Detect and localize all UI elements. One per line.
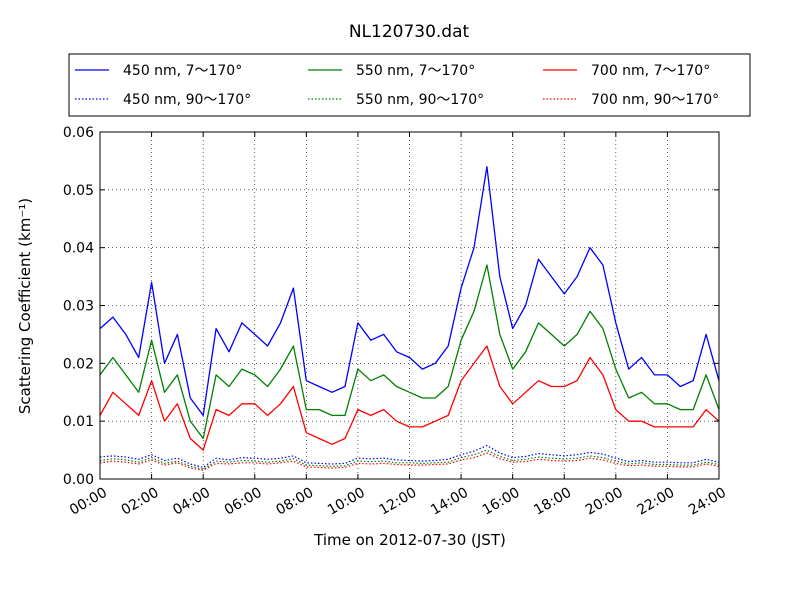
legend-label-2: 550 nm, 7～170° — [356, 63, 475, 79]
series-line-1 — [99, 166, 720, 417]
y-tick-label: 0.05 — [63, 183, 94, 199]
y-axis-label: Scattering Coefficient (km⁻¹) — [16, 198, 34, 414]
legend-label-6: 700 nm, 90～170° — [591, 92, 719, 108]
chart-title: NL120730.dat — [349, 22, 470, 42]
y-tick-label: 0.00 — [63, 472, 94, 488]
y-tick-label: 0.01 — [63, 414, 94, 430]
series-layer — [99, 166, 720, 471]
series-line-3 — [99, 345, 720, 451]
y-tick-label: 0.03 — [63, 299, 94, 315]
series-line-2 — [99, 264, 720, 440]
legend-label-5: 550 nm, 90～170° — [356, 92, 484, 108]
series-line-5 — [99, 449, 720, 470]
x-axis-label: Time on 2012-07-30 (JST) — [313, 531, 506, 549]
y-tick-label: 0.02 — [63, 356, 94, 372]
series-line-4 — [99, 444, 720, 468]
legend-items: 450 nm, 7～170° 550 nm, 7～170° 700 nm, 7～17… — [75, 63, 719, 108]
y-tick-label: 0.06 — [63, 125, 94, 141]
legend-frame — [68, 53, 751, 117]
plot-area: 00:00 02:00 04:00 06:00 08:00 10:00 12:00 14:00… — [63, 125, 729, 519]
legend-label-3: 700 nm, 7～170° — [591, 63, 710, 79]
legend-label-4: 450 nm, 90～170° — [123, 92, 251, 108]
legend: 450 nm, 7～170° 550 nm, 7～170° 700 nm, 7～17… — [68, 53, 751, 117]
y-tick-label: 0.04 — [63, 241, 94, 257]
legend-label-1: 450 nm, 7～170° — [123, 63, 242, 79]
plot-background — [100, 132, 719, 479]
